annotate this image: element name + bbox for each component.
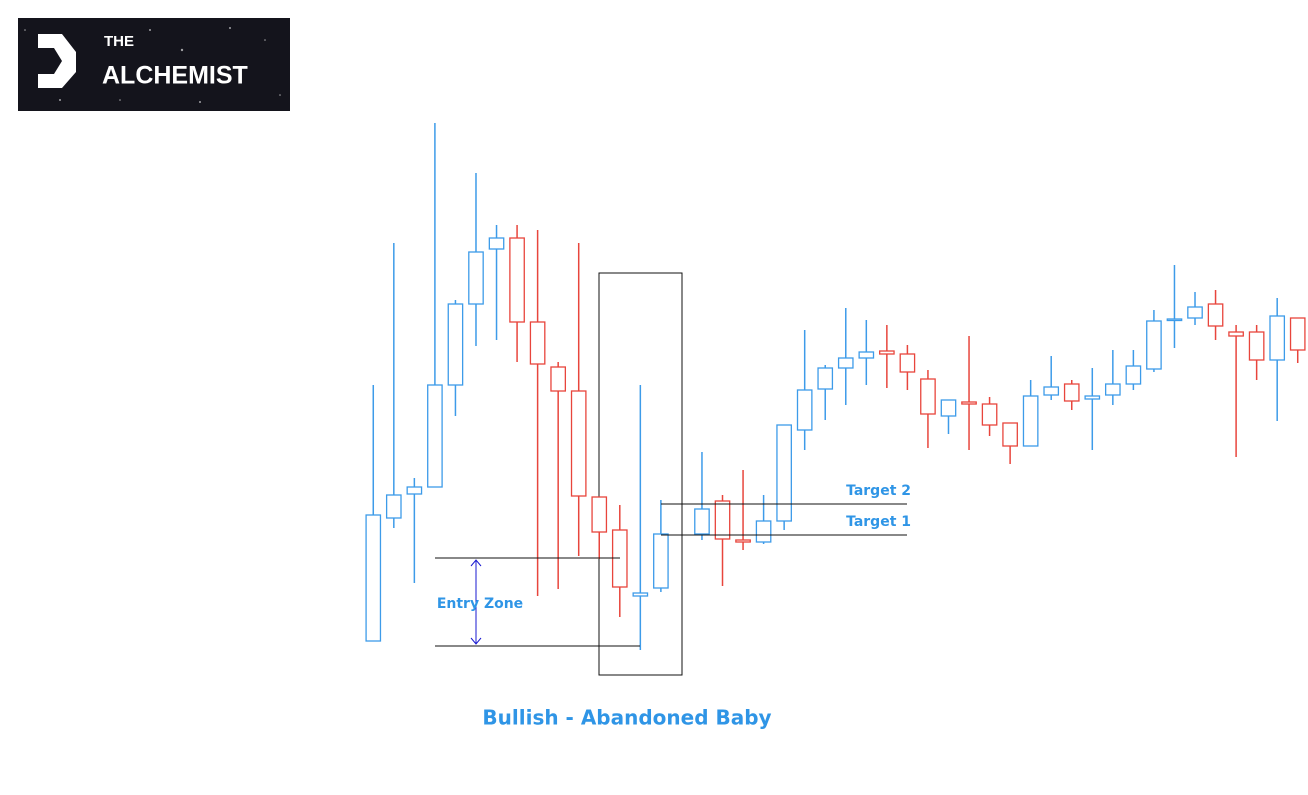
- candle-body: [714, 500, 731, 540]
- candle-body: [1248, 331, 1265, 361]
- candle-body: [509, 237, 525, 323]
- candle-body: [385, 494, 402, 519]
- candle-body: [427, 384, 443, 488]
- candle-body: [981, 403, 998, 426]
- candle-body: [817, 367, 834, 390]
- logo-icon: [38, 34, 76, 88]
- candle-body: [1125, 365, 1142, 385]
- candle-body: [653, 533, 669, 589]
- candle-body: [1104, 383, 1121, 396]
- candle-body: [837, 357, 854, 369]
- candle-body: [365, 514, 382, 642]
- chart-title: Bullish - Abandoned Baby: [482, 706, 771, 730]
- candle-body: [591, 496, 608, 533]
- candle-body: [447, 303, 464, 386]
- candle-body: [632, 592, 649, 597]
- candle-body: [1043, 386, 1060, 396]
- logo-stars: [24, 27, 281, 103]
- candle-body: [1289, 317, 1306, 351]
- candle-body: [735, 539, 751, 543]
- logo-text: THE: [104, 33, 134, 50]
- target-label: Target 2: [846, 483, 911, 499]
- candle-body: [468, 251, 484, 305]
- candle-body: [1187, 306, 1203, 319]
- candle-body: [899, 353, 916, 373]
- candle-body: [570, 390, 587, 497]
- candle-body: [940, 399, 957, 417]
- candle-body: [406, 486, 423, 495]
- candle-body: [1207, 303, 1224, 327]
- candle-body: [694, 508, 710, 535]
- candle-body: [1084, 395, 1101, 400]
- entry-arrow-head: [470, 637, 482, 645]
- pattern-box: [598, 272, 683, 676]
- candle-body: [1063, 383, 1080, 402]
- candle-body: [755, 520, 772, 543]
- candle-body: [1228, 331, 1244, 337]
- candle-body: [920, 378, 936, 415]
- candle-body: [1022, 395, 1039, 447]
- entry-arrow-head: [470, 559, 482, 567]
- candle-body: [879, 350, 895, 355]
- candle-body: [776, 424, 792, 522]
- candle-body: [488, 237, 505, 250]
- candle-body: [796, 389, 813, 431]
- logo-text: ALCHEMIST: [102, 62, 248, 90]
- entry-label: Entry Zone: [437, 596, 523, 612]
- candle-body: [1166, 318, 1183, 322]
- target-label: Target 1: [846, 514, 911, 530]
- candle-body: [550, 366, 567, 392]
- candle-body: [961, 401, 977, 405]
- candle-body: [1146, 320, 1162, 370]
- candle-body: [529, 321, 546, 365]
- candle-body: [1269, 315, 1286, 361]
- candle-body: [858, 351, 875, 359]
- candle-body: [1002, 422, 1018, 447]
- logo: THE ALCHEMIST: [18, 18, 290, 111]
